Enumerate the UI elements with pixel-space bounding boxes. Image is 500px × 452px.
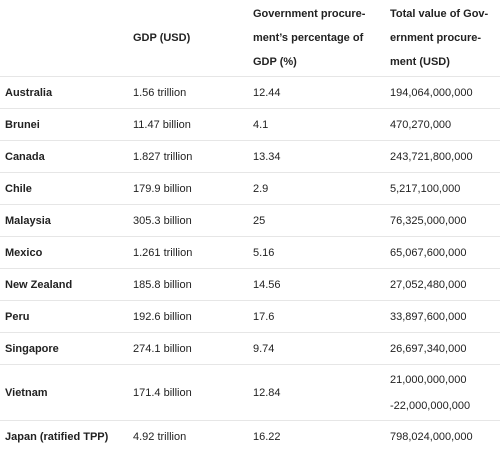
percentage-cell: 12.44 [253, 86, 281, 99]
country-cell: Australia [5, 86, 53, 99]
total-value-cell: 65,067,600,000 [390, 246, 467, 259]
percentage-cell: 17.6 [253, 310, 275, 323]
gdp-cell: 185.8 billion [133, 278, 192, 291]
gdp-cell: 179.9 billion [133, 182, 192, 195]
country-cell: New Zealand [5, 278, 73, 291]
gdp-cell: 4.92 trillion [133, 430, 187, 443]
table-row: Mexico 1.261 trillion 5.16 65,067,600,00… [0, 236, 500, 268]
total-value-range-low: 21,000,000,000 [390, 373, 467, 386]
percentage-cell: 12.84 [253, 386, 281, 399]
country-cell: Singapore [5, 342, 59, 355]
total-value-cell: 5,217,100,000 [390, 182, 461, 195]
table-row: Japan (ratified TPP) 4.92 trillion 16.22… [0, 420, 500, 452]
table-row: Malaysia 305.3 billion 25 76,325,000,000 [0, 204, 500, 236]
country-cell: Chile [5, 182, 32, 195]
country-cell: Mexico [5, 246, 43, 259]
table-header-row: GDP (USD) Government procure-ment’s perc… [0, 0, 500, 76]
gdp-cell: 11.47 billion [133, 118, 191, 131]
total-value-cell: 21,000,000,000 -22,000,000,000 [390, 365, 498, 420]
percentage-cell: 13.34 [253, 150, 281, 163]
header-gdp: GDP (USD) [133, 32, 191, 44]
table-row: Vietnam 171.4 billion 12.84 21,000,000,0… [0, 364, 500, 420]
table-row: Chile 179.9 billion 2.9 5,217,100,000 [0, 172, 500, 204]
gdp-cell: 192.6 billion [133, 310, 192, 323]
header-percentage: Government procure-ment’s percentage of … [253, 8, 366, 68]
table-row: Peru 192.6 billion 17.6 33,897,600,000 [0, 300, 500, 332]
table-row: Singapore 274.1 billion 9.74 26,697,340,… [0, 332, 500, 364]
table-row: Brunei 11.47 billion 4.1 470,270,000 [0, 108, 500, 140]
country-cell: Japan (ratified TPP) [5, 430, 109, 443]
gdp-cell: 1.261 trillion [133, 246, 193, 259]
total-value-cell: 194,064,000,000 [390, 86, 473, 99]
gdp-cell: 274.1 billion [133, 342, 192, 355]
table-row: Australia 1.56 trillion 12.44 194,064,00… [0, 76, 500, 108]
header-total-value: Total value of Gov-ernment procure-ment … [390, 8, 489, 68]
gdp-cell: 1.56 trillion [133, 86, 187, 99]
country-cell: Brunei [5, 118, 40, 131]
header-country [5, 0, 130, 76]
total-value-range: 21,000,000,000 -22,000,000,000 [390, 367, 470, 419]
total-value-range-high: -22,000,000,000 [390, 399, 471, 412]
percentage-cell: 14.56 [253, 278, 281, 291]
total-value-cell: 27,052,480,000 [390, 278, 467, 291]
country-cell: Vietnam [5, 386, 48, 399]
total-value-cell: 33,897,600,000 [390, 310, 467, 323]
country-cell: Peru [5, 310, 30, 323]
total-value-cell: 798,024,000,000 [390, 430, 473, 443]
table-row: Canada 1.827 trillion 13.34 243,721,800,… [0, 140, 500, 172]
gdp-cell: 171.4 billion [133, 386, 192, 399]
total-value-cell: 26,697,340,000 [390, 342, 467, 355]
total-value-cell: 243,721,800,000 [390, 150, 473, 163]
percentage-cell: 25 [253, 214, 266, 227]
percentage-cell: 5.16 [253, 246, 275, 259]
total-value-cell: 76,325,000,000 [390, 214, 467, 227]
total-value-cell: 470,270,000 [390, 118, 452, 131]
percentage-cell: 4.1 [253, 118, 269, 131]
gdp-cell: 305.3 billion [133, 214, 192, 227]
country-cell: Malaysia [5, 214, 51, 227]
percentage-cell: 9.74 [253, 342, 275, 355]
table-row: New Zealand 185.8 billion 14.56 27,052,4… [0, 268, 500, 300]
percentage-cell: 2.9 [253, 182, 269, 195]
percentage-cell: 16.22 [253, 430, 281, 443]
country-cell: Canada [5, 150, 45, 163]
gdp-cell: 1.827 trillion [133, 150, 193, 163]
